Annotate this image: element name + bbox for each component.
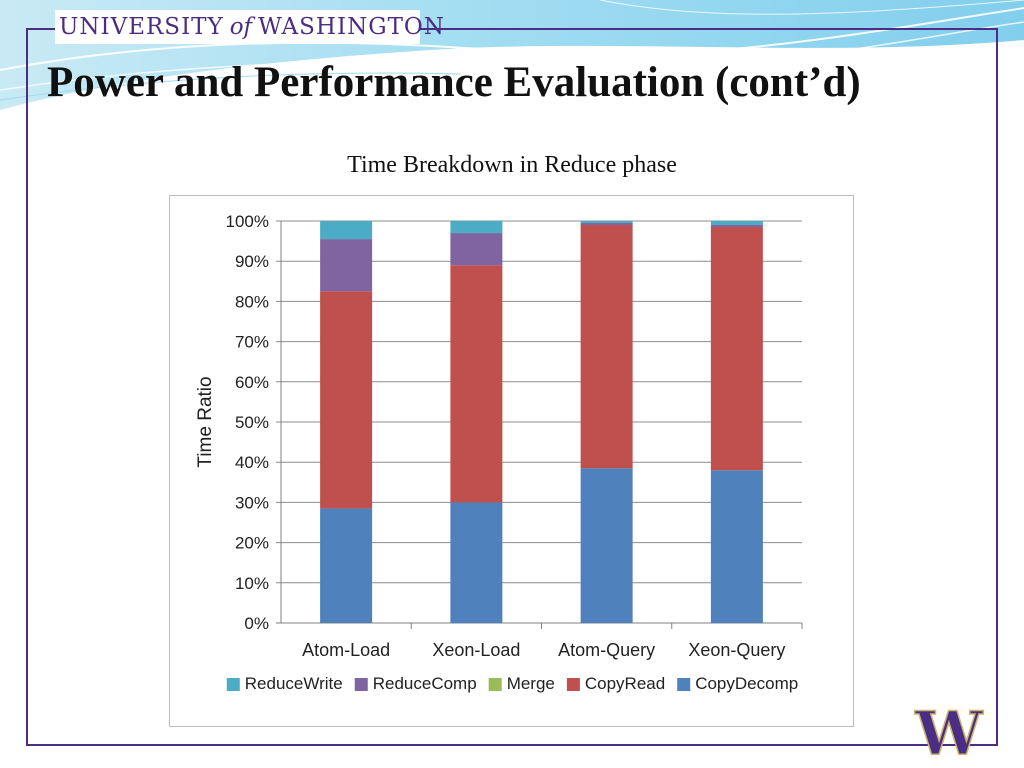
y-tick-label: 80% bbox=[235, 292, 269, 311]
bar-segment bbox=[580, 468, 633, 623]
y-tick-label: 20% bbox=[235, 534, 269, 553]
legend-label: Merge bbox=[507, 674, 555, 693]
chart-title: Time Breakdown in Reduce phase bbox=[347, 152, 677, 178]
wordmark-university: UNIVERSITY bbox=[59, 14, 224, 40]
x-tick-label: Atom-Query bbox=[558, 640, 655, 660]
stacked-bar-chart: 0% 10% 20% 30% 40% 50% 60% 70% 80% 90% 100% Time Ra… bbox=[195, 212, 803, 693]
y-tick-label: 70% bbox=[235, 333, 269, 352]
bar-segment bbox=[450, 233, 503, 266]
uw-w-logo-icon: W bbox=[914, 702, 986, 760]
legend-label: ReduceComp bbox=[373, 674, 477, 693]
y-axis-title: Time Ratio bbox=[195, 376, 216, 467]
y-tick-label: 90% bbox=[235, 252, 269, 271]
legend-label: CopyRead bbox=[585, 674, 665, 693]
bar-segment bbox=[320, 221, 373, 240]
slide-border-frame bbox=[26, 28, 998, 746]
bar-segment bbox=[710, 225, 763, 228]
bar-segment bbox=[580, 221, 633, 224]
bar-segment bbox=[580, 223, 633, 226]
bar-segment bbox=[710, 227, 763, 471]
bar-segment bbox=[710, 470, 763, 623]
wordmark-washington: WASHINGTON bbox=[258, 14, 445, 40]
x-tick-label: Xeon-Query bbox=[688, 640, 785, 660]
university-wordmark: UNIVERSITY of WASHINGTON bbox=[55, 10, 444, 44]
bar-segment bbox=[320, 508, 373, 623]
slide-title: Power and Performance Evaluation (cont’d… bbox=[47, 59, 861, 106]
y-tick-label: 10% bbox=[235, 574, 269, 593]
legend-swatch bbox=[354, 678, 368, 691]
y-tick-label: 60% bbox=[235, 373, 269, 392]
bar-segment bbox=[320, 291, 373, 509]
y-tick-label: 100% bbox=[226, 212, 269, 231]
bar-segment bbox=[710, 221, 763, 226]
bar-segment bbox=[450, 502, 503, 623]
legend-label: CopyDecomp bbox=[695, 674, 798, 693]
legend-swatch bbox=[566, 678, 580, 691]
legend-swatch bbox=[226, 678, 240, 691]
bar-segment bbox=[450, 221, 503, 234]
legend-label: ReduceWrite bbox=[245, 674, 343, 693]
uw-logo-letter: W bbox=[914, 702, 984, 760]
bar-segment bbox=[580, 225, 633, 469]
bar-segment bbox=[450, 265, 503, 503]
wordmark-of: of bbox=[229, 14, 253, 40]
legend-swatch bbox=[488, 678, 502, 691]
y-tick-label: 30% bbox=[235, 493, 269, 512]
bar-segment bbox=[320, 239, 373, 292]
chart-container: 0% 10% 20% 30% 40% 50% 60% 70% 80% 90% 100% Time Ra… bbox=[169, 195, 854, 727]
x-tick-label: Atom-Load bbox=[302, 640, 390, 660]
y-tick-label: 0% bbox=[244, 614, 269, 633]
y-tick-label: 40% bbox=[235, 453, 269, 472]
x-tick-label: Xeon-Load bbox=[432, 640, 520, 660]
y-tick-label: 50% bbox=[235, 413, 269, 432]
legend-swatch bbox=[677, 678, 691, 691]
